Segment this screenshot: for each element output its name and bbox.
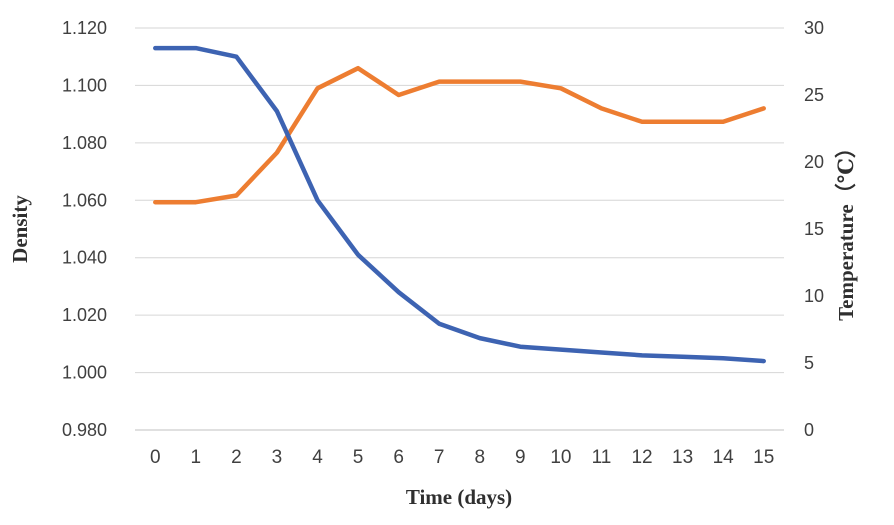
- right-axis-title: Temperature（℃）: [834, 137, 858, 321]
- right-axis-tick-label: 0: [804, 420, 814, 440]
- left-axis-tick-label: 1.040: [62, 248, 107, 268]
- density-series-line: [153, 45, 766, 364]
- right-axis-tick-label: 20: [804, 152, 824, 172]
- x-axis-tick-label: 7: [434, 447, 445, 468]
- left-axis-tick-label: 1.120: [62, 18, 107, 38]
- right-axis-tick-label: 25: [804, 85, 824, 105]
- left-axis-tick-labels: 0.980 1.000 1.020 1.040 1.060 1.080 1.100 1.120: [62, 18, 107, 440]
- left-axis-title: Density: [8, 195, 32, 263]
- x-axis-tick-label: 0: [150, 447, 161, 468]
- left-axis-tick-label: 1.100: [62, 75, 107, 95]
- x-axis-tick-label: 3: [272, 447, 283, 468]
- x-axis-tick-label: 6: [393, 447, 404, 468]
- x-axis-tick-label: 14: [713, 447, 735, 468]
- left-axis-tick-label: 1.080: [62, 133, 107, 153]
- right-axis-tick-label: 10: [804, 286, 824, 306]
- gridlines: [135, 27, 784, 431]
- x-axis-tick-label: 5: [353, 447, 364, 468]
- x-axis-tick-label: 11: [592, 447, 612, 468]
- right-axis-tick-label: 15: [804, 219, 824, 239]
- left-axis-tick-label: 1.060: [62, 190, 107, 210]
- right-axis-tick-labels: 0 5 10 15 20 25 30: [804, 18, 824, 440]
- temperature-series-line: [153, 65, 766, 205]
- x-axis-tick-labels: 0 1 2 3 4 5 6 7 8 9 10 11 12 13 14 15: [150, 447, 774, 468]
- x-axis-tick-label: 12: [631, 447, 652, 468]
- left-axis-tick-label: 1.000: [62, 363, 107, 383]
- x-axis-tick-label: 1: [191, 447, 202, 468]
- x-axis-tick-label: 4: [312, 447, 323, 468]
- x-axis-tick-label: 9: [515, 447, 526, 468]
- left-axis-tick-label: 1.020: [62, 305, 107, 325]
- x-axis-tick-label: 8: [474, 447, 485, 468]
- right-axis-tick-label: 5: [804, 353, 814, 373]
- left-axis-tick-label: 0.980: [62, 420, 107, 440]
- x-axis-tick-label: 13: [672, 447, 693, 468]
- x-axis-title: Time (days): [406, 485, 512, 509]
- right-axis-tick-label: 30: [804, 18, 824, 38]
- x-axis-tick-label: 15: [753, 447, 774, 468]
- x-axis-tick-label: 10: [550, 447, 571, 468]
- x-axis-tick-label: 2: [231, 447, 242, 468]
